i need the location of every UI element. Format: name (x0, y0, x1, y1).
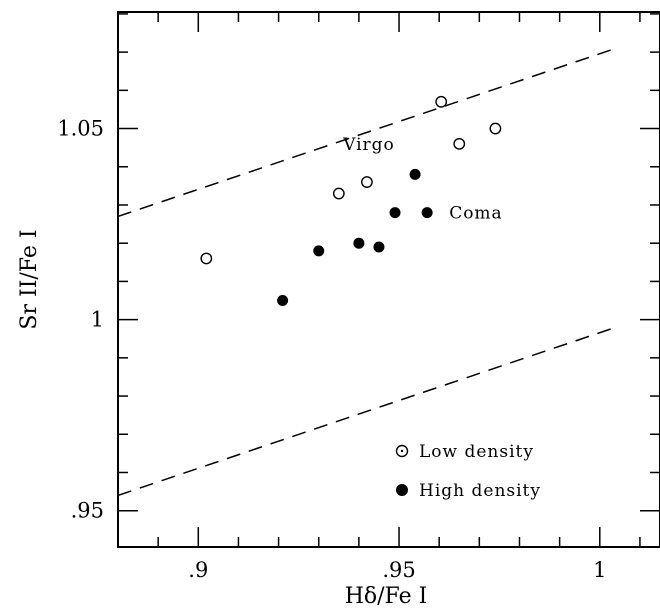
x-tick-label: .95 (382, 558, 415, 582)
high-density-point (277, 295, 289, 307)
high-density-point (353, 237, 365, 249)
y-tick-label: 1 (91, 308, 104, 332)
legend: Low density High density (395, 442, 541, 501)
y-tick-label: .95 (71, 499, 104, 523)
high-density-point (421, 207, 433, 219)
low-density-point (435, 95, 448, 108)
high-density-point (373, 241, 385, 253)
high-density-point (409, 168, 421, 180)
low-density-point (332, 187, 345, 200)
reference-lines (117, 47, 617, 497)
high-density-point (313, 245, 325, 257)
x-axis-label: Hδ/Fe I (345, 584, 428, 608)
low-density-point (200, 252, 213, 265)
x-tick-label: .9 (188, 558, 208, 582)
legend-label-low-density: Low density (419, 442, 534, 462)
legend-marker-low-density-dot (400, 449, 404, 453)
low-density-point (361, 176, 373, 188)
legend-label-high-density: High density (419, 481, 541, 501)
y-tick-label: 1.05 (57, 117, 104, 141)
y-axis-label: Sr II/Fe I (17, 229, 42, 329)
annotation-virgo: Virgo (342, 135, 395, 155)
annotation-coma: Coma (449, 204, 503, 224)
axis-ticks (118, 12, 660, 547)
dashed-reference-line (117, 326, 617, 497)
data-points (200, 95, 502, 307)
plot-frame (117, 11, 660, 548)
dashed-reference-line (117, 47, 617, 218)
x-tick-label: 1 (593, 558, 606, 582)
low-density-point (489, 122, 502, 135)
tick-labels: .9 .95 1 .95 1 1.05 (57, 117, 606, 582)
high-density-point (389, 207, 401, 219)
legend-marker-high-density (396, 484, 408, 496)
low-density-point (453, 137, 466, 150)
